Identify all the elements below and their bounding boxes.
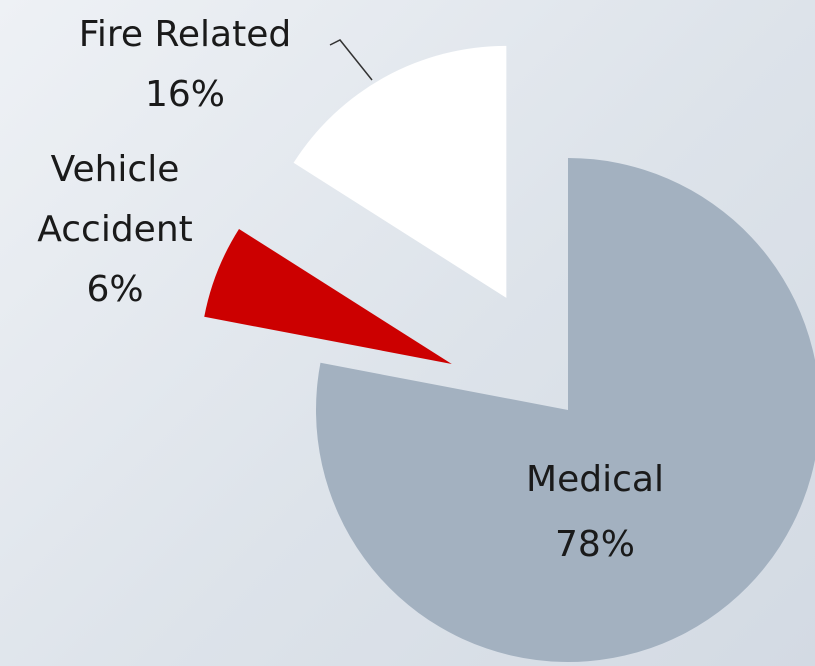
leader-line <box>329 39 373 81</box>
slice-label: Medical <box>526 459 664 500</box>
pie-slice <box>204 228 452 364</box>
pie-slice <box>316 158 815 662</box>
slice-value-label: 6% <box>86 269 144 310</box>
slice-value-label: 78% <box>554 524 635 565</box>
pie-slice <box>293 45 507 298</box>
slice-label: Fire Related <box>78 14 292 55</box>
slice-value-label: 16% <box>144 74 225 115</box>
slice-label: Vehicle Accident <box>37 149 193 250</box>
